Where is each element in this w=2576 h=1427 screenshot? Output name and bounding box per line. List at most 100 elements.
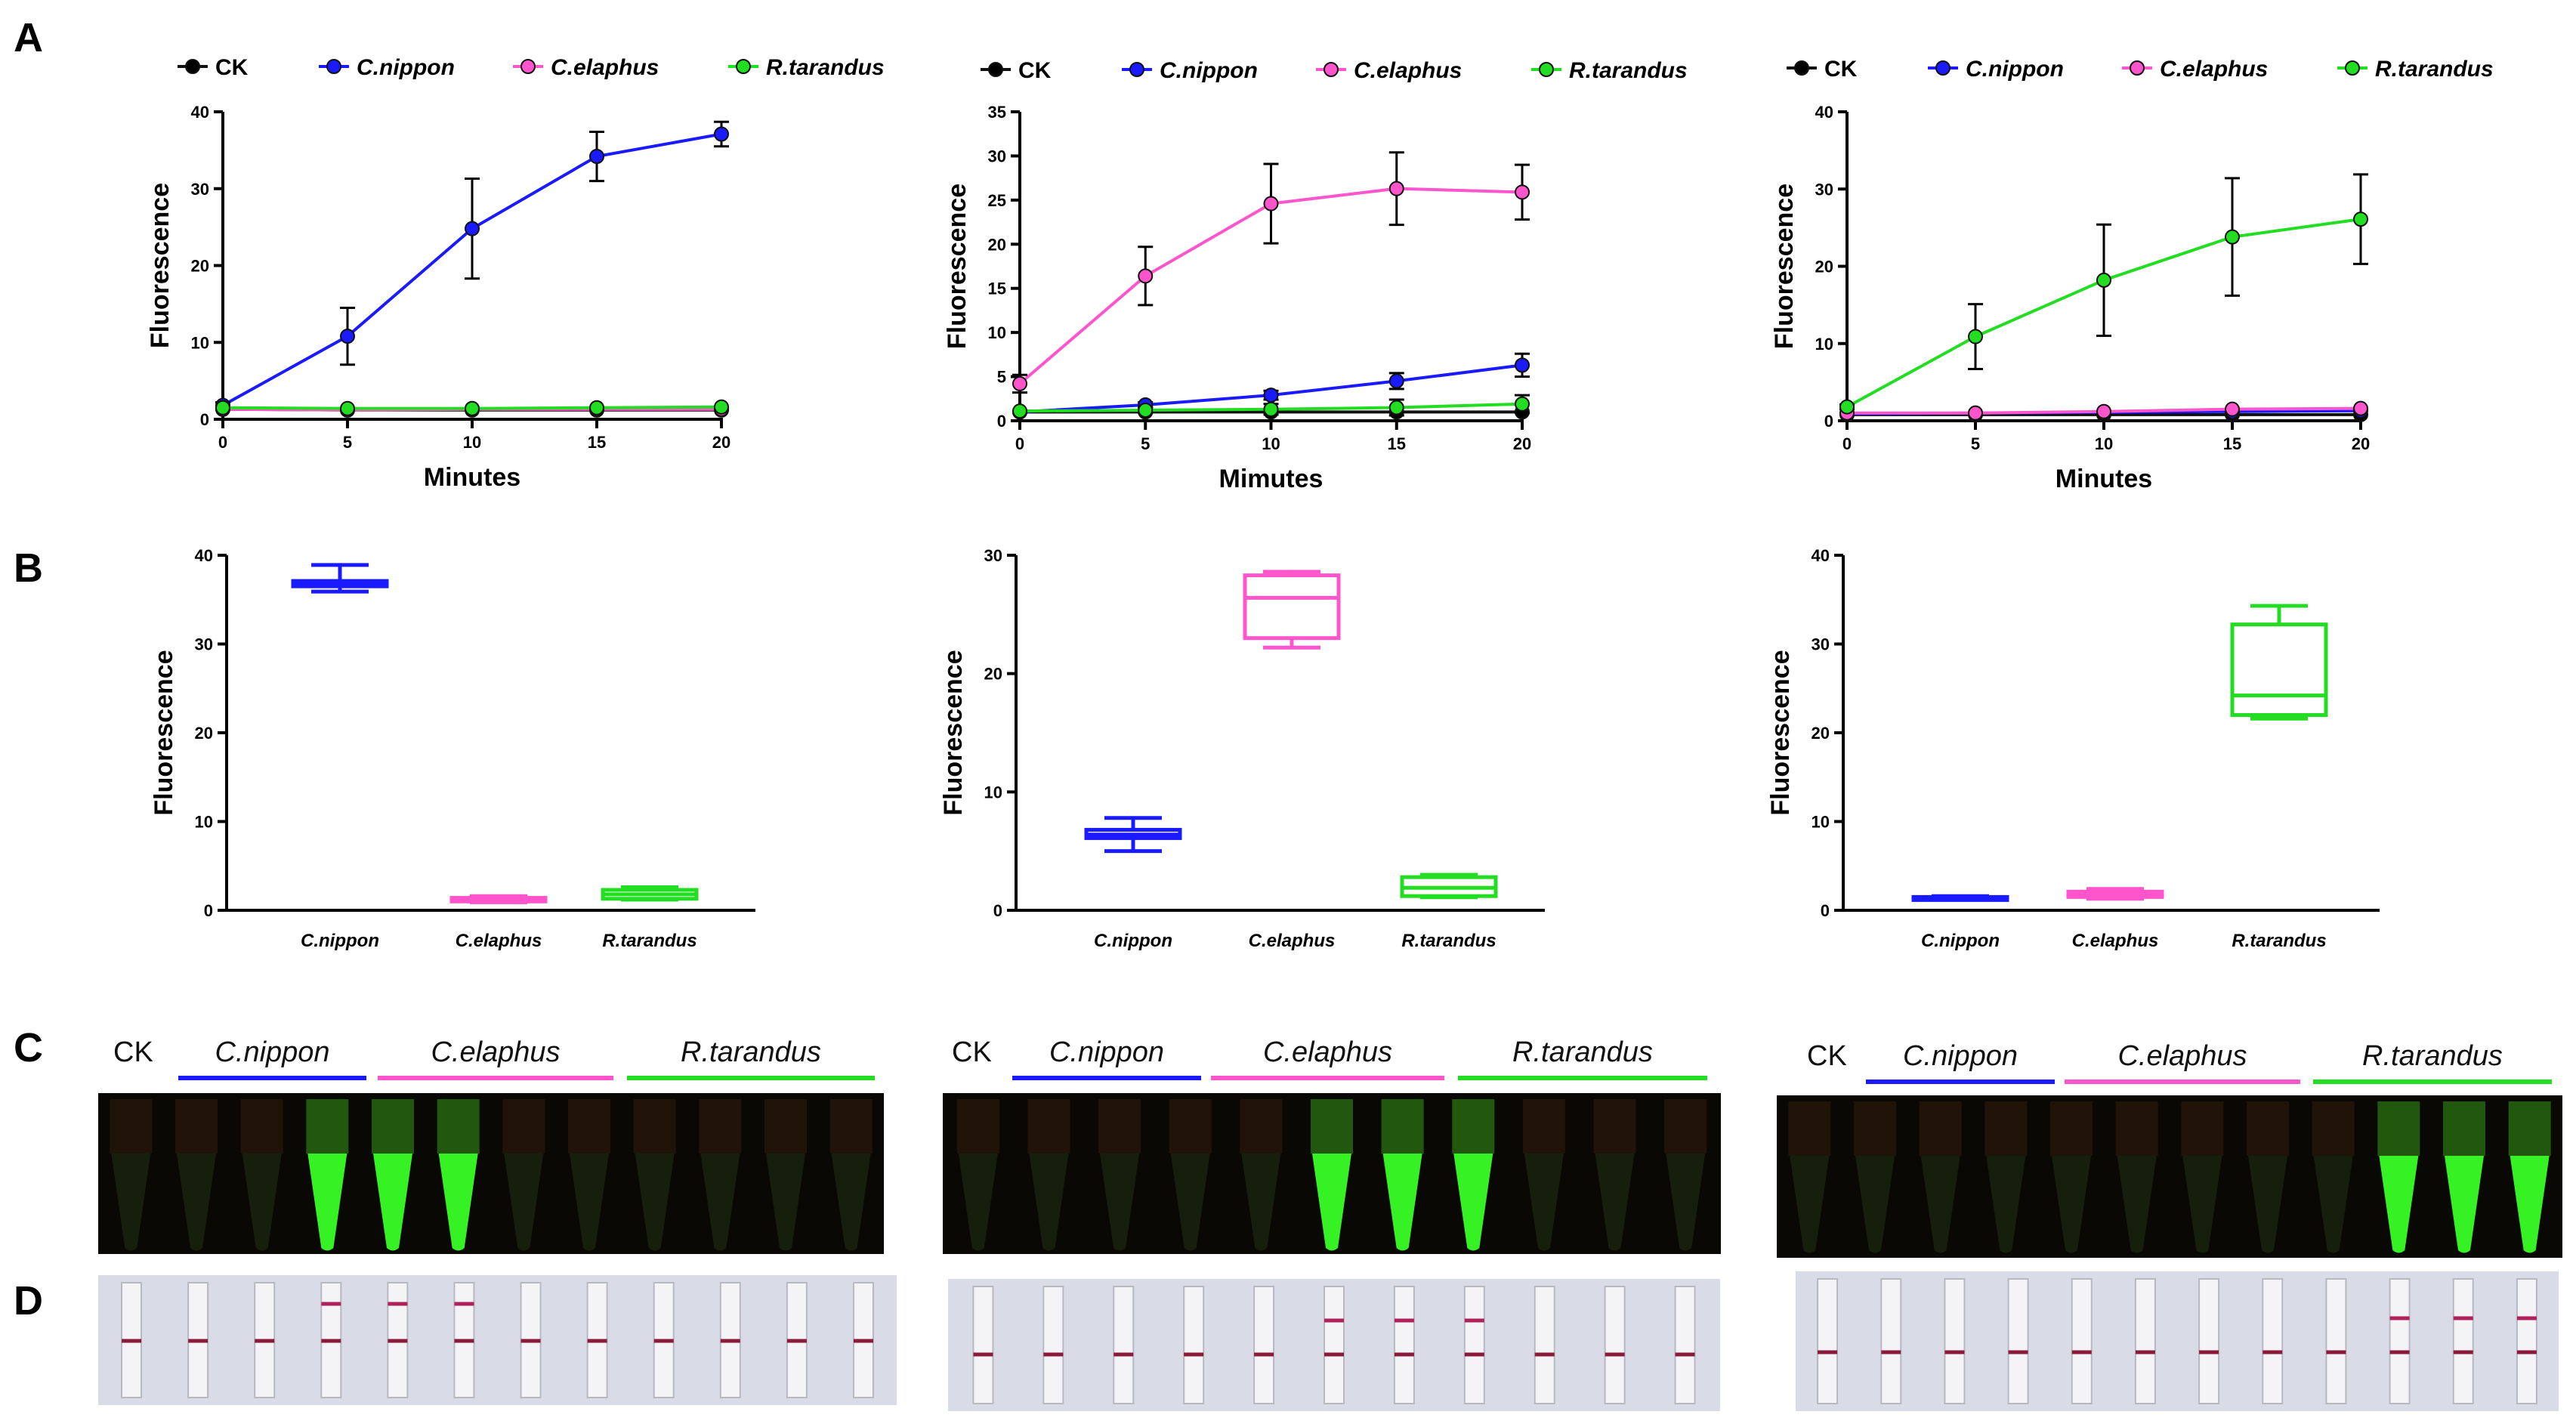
tube-cap [372, 1099, 414, 1154]
series-C.elaphus [1012, 151, 1530, 394]
line-chart-3: 0 10 20 30 40 Fluorescence 0 5 10 15 20 Minutes [1770, 103, 2370, 493]
tube-cap [2247, 1101, 2289, 1156]
data-point [1263, 196, 1279, 212]
fluorescent-tube [2445, 1156, 2484, 1253]
box-C.elaphus [449, 894, 548, 904]
legend-marker [185, 59, 200, 74]
data-point [1263, 388, 1279, 403]
dark-tube [1920, 1156, 1960, 1253]
fluorescent-tube [307, 1154, 347, 1251]
y-tick-label: 0 [200, 410, 209, 429]
y-axis-title: Fluorescence [943, 184, 971, 349]
test-strip [2071, 1278, 2093, 1404]
y-axis-title: Fluorescence [939, 650, 968, 815]
y-tick-label: 10 [191, 333, 209, 352]
legend-2: CK C.nippon C.elaphus R.tarandus [981, 58, 1688, 83]
group-label: C.elaphus [2117, 1040, 2247, 1072]
tube-block-1: CK C.nippon C.elaphus R.tarandus [98, 1036, 884, 1254]
tube-cap [764, 1099, 807, 1154]
y-tick-label: 20 [1815, 258, 1833, 276]
y-tick-label: 0 [997, 412, 1006, 431]
test-strip [2007, 1278, 2029, 1404]
tube-photo-bg [98, 1093, 884, 1254]
y-tick-label: 20 [984, 665, 1002, 684]
dark-tube [570, 1154, 609, 1251]
tube-cap [1027, 1099, 1070, 1154]
y-tick-label: 40 [1815, 103, 1833, 122]
box-C.nippon [291, 563, 389, 594]
legend-label: R.tarandus [2375, 57, 2494, 82]
data-point [2353, 400, 2368, 416]
test-strip [1324, 1286, 1345, 1404]
tube-block-2: CK C.nippon C.elaphus R.tarandus [943, 1036, 1721, 1254]
tube-cap [175, 1099, 218, 1154]
dark-tube [958, 1154, 998, 1251]
box-C.elaphus [1243, 570, 1341, 650]
dark-tube [1524, 1154, 1564, 1251]
tube-cap [2377, 1101, 2420, 1156]
legend-label: C.nippon [1966, 57, 2064, 82]
y-tick-label: 15 [988, 280, 1006, 298]
y-tick-label: 0 [204, 901, 213, 920]
fluorescent-tube [1382, 1154, 1422, 1251]
tube-block-3: CK C.nippon C.elaphus R.tarandus [1777, 1040, 2562, 1258]
tube-cap [2181, 1101, 2224, 1156]
dark-tube [1595, 1154, 1635, 1251]
y-tick-label: 35 [988, 103, 1006, 122]
y-tick-label: 20 [195, 724, 213, 743]
tube-cap [1985, 1101, 2028, 1156]
series-R.tarandus [1012, 394, 1530, 419]
tube-cap [1311, 1099, 1353, 1154]
box-rect [1243, 573, 1341, 641]
tube-cap [568, 1099, 610, 1154]
legend-3: CK C.nippon C.elaphus R.tarandus [1787, 57, 2494, 82]
group-label: C.nippon [1049, 1036, 1164, 1068]
dark-tube [700, 1154, 740, 1251]
tube-cap [2050, 1101, 2093, 1156]
data-point [1138, 268, 1154, 284]
legend-marker [736, 59, 751, 74]
category-label: R.tarandus [602, 931, 697, 951]
fluorescent-tube [1312, 1154, 1351, 1251]
data-point [2225, 401, 2240, 417]
tube-cap [2443, 1101, 2485, 1156]
data-point [1515, 184, 1530, 200]
x-tick-label: 10 [463, 433, 481, 452]
data-point [215, 400, 230, 415]
x-tick-label: 5 [1141, 434, 1150, 453]
y-tick-label: 40 [195, 546, 213, 565]
test-strip [1253, 1286, 1275, 1404]
test-strip [2452, 1278, 2474, 1404]
y-tick-label: 20 [191, 257, 209, 276]
dark-tube [1855, 1156, 1895, 1253]
legend-label: C.elaphus [551, 55, 659, 80]
y-tick-label: 30 [1815, 180, 1833, 199]
tube-cap [240, 1099, 283, 1154]
dark-tube [831, 1154, 871, 1251]
test-strip [2262, 1278, 2284, 1404]
box-rect [2230, 622, 2328, 718]
box-chart-2: 0 10 20 30 Fluorescence C.nippon C.elaphus R.ta… [939, 546, 1545, 951]
category-label: C.nippon [301, 931, 379, 951]
x-tick-label: 10 [1262, 434, 1280, 453]
test-strip [2134, 1278, 2156, 1404]
data-point [1388, 373, 1404, 389]
data-point [1515, 396, 1530, 412]
dark-tube [1666, 1154, 1706, 1251]
data-point [589, 149, 604, 165]
test-strip [1674, 1286, 1696, 1404]
test-strip [1183, 1286, 1205, 1404]
legend-marker [1324, 62, 1339, 77]
y-tick-label: 25 [988, 191, 1006, 210]
group-label: R.tarandus [681, 1036, 821, 1068]
data-point [465, 221, 480, 236]
dark-tube [1241, 1154, 1281, 1251]
box-R.tarandus [601, 885, 699, 902]
dark-tube [242, 1154, 282, 1251]
y-tick-label: 30 [1812, 635, 1830, 654]
y-tick-label: 30 [988, 147, 1006, 165]
panel-d-strips [98, 1271, 2559, 1411]
box-R.tarandus [1400, 873, 1498, 900]
x-tick-label: 20 [712, 433, 730, 452]
